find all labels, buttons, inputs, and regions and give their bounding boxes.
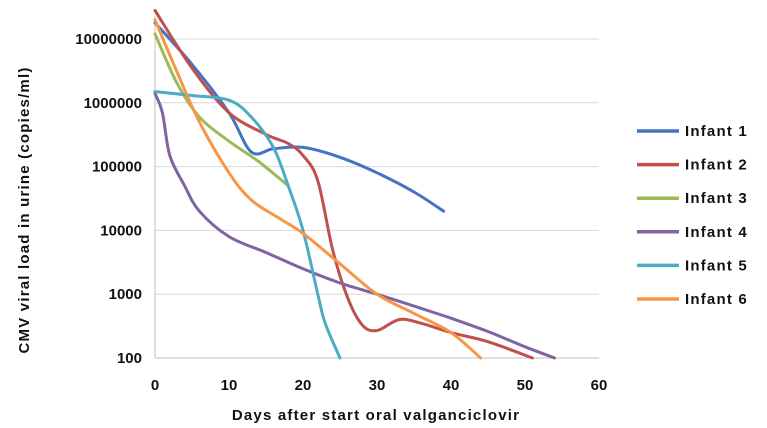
x-tick-label: 0: [151, 377, 159, 394]
label-layer: 100 1000 10000 100000 1000000 10000000 0 10 20 30…: [75, 31, 607, 394]
series-line-6: [153, 18, 483, 360]
x-axis-title: Days after start oral valganciclovir: [232, 407, 520, 424]
axis-layer: [154, 16, 599, 359]
x-tick-label: 50: [517, 377, 534, 394]
y-tick-label: 1000: [109, 286, 142, 303]
legend-label: Infant 3: [685, 190, 748, 207]
y-tick-label: 100000: [92, 159, 142, 176]
x-tick-label: 40: [443, 377, 460, 394]
series-line-2: [153, 9, 534, 360]
y-tick-label: 10000000: [75, 31, 142, 48]
series-line-4: [153, 92, 557, 360]
legend: Infant 1 Infant 2 Infant 3 Infant 4 Infant 5…: [637, 123, 748, 308]
y-tick-label: 100: [117, 350, 142, 367]
legend-label: Infant 5: [685, 257, 748, 274]
grid-layer: [155, 38, 599, 359]
series-layer: [153, 9, 557, 360]
y-tick-label: 10000: [100, 222, 142, 239]
series-line-5: [153, 90, 342, 360]
x-tick-label: 10: [221, 377, 238, 394]
legend-label: Infant 4: [685, 224, 748, 241]
x-tick-label: 60: [591, 377, 608, 394]
legend-label: Infant 2: [685, 157, 748, 174]
series-line-3: [153, 32, 290, 188]
y-axis-title: CMV viral load in urine (copies/ml): [16, 66, 33, 353]
legend-label: Infant 6: [685, 291, 748, 308]
legend-label: Infant 1: [685, 123, 748, 140]
y-tick-label: 1000000: [84, 95, 142, 112]
series-line-1: [153, 21, 446, 213]
x-tick-label: 30: [369, 377, 386, 394]
x-tick-label: 20: [295, 377, 312, 394]
